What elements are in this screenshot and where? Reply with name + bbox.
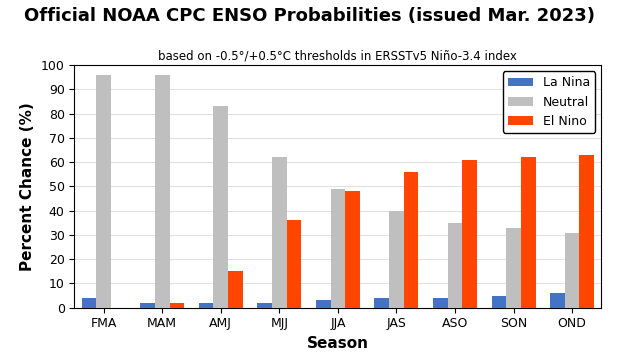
Bar <box>463 160 477 308</box>
Bar <box>345 191 360 308</box>
Bar <box>286 220 301 308</box>
Bar <box>155 75 169 308</box>
Bar <box>213 106 228 308</box>
Bar <box>96 75 111 308</box>
Bar <box>404 172 418 308</box>
Text: Official NOAA CPC ENSO Probabilities (issued Mar. 2023): Official NOAA CPC ENSO Probabilities (is… <box>25 7 595 25</box>
Bar <box>507 228 521 308</box>
Bar <box>257 303 272 308</box>
Bar <box>580 155 594 308</box>
Bar <box>565 232 580 308</box>
Bar <box>272 157 286 308</box>
Y-axis label: Percent Chance (%): Percent Chance (%) <box>20 102 35 271</box>
Title: based on -0.5°/+0.5°C thresholds in ERSSTv5 Niño-3.4 index: based on -0.5°/+0.5°C thresholds in ERSS… <box>159 50 517 63</box>
Bar <box>521 157 536 308</box>
Bar <box>140 303 155 308</box>
Bar <box>492 295 507 308</box>
Legend: La Nina, Neutral, El Nino: La Nina, Neutral, El Nino <box>503 71 595 133</box>
Bar <box>448 223 463 308</box>
Bar <box>330 189 345 308</box>
Bar <box>199 303 213 308</box>
X-axis label: Season: Season <box>307 336 369 351</box>
Bar <box>316 300 330 308</box>
Bar <box>374 298 389 308</box>
Bar <box>82 298 96 308</box>
Bar <box>389 211 404 308</box>
Bar <box>169 303 184 308</box>
Bar <box>228 272 243 308</box>
Bar <box>433 298 448 308</box>
Bar <box>550 293 565 308</box>
